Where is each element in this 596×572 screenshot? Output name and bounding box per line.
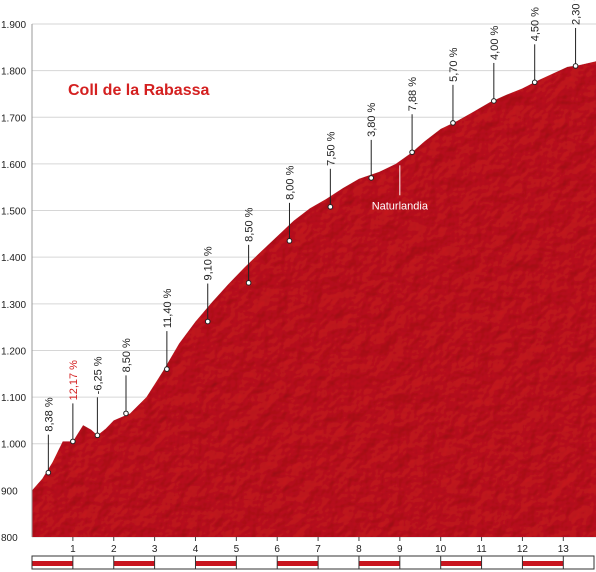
x-tick-label: 8 xyxy=(356,544,362,555)
x-tick-label: 4 xyxy=(193,544,199,555)
x-tick-label: 13 xyxy=(558,544,570,555)
x-tick-label: 6 xyxy=(274,544,280,555)
gradient-marker-dot xyxy=(368,175,375,181)
km-band-segment xyxy=(32,561,73,566)
km-band-segment xyxy=(440,561,482,566)
y-tick-label: 1.900 xyxy=(1,20,26,31)
gradient-label: 4,00 % xyxy=(489,25,501,59)
y-tick-label: 1.700 xyxy=(1,113,26,124)
x-tick-label: 7 xyxy=(315,544,321,555)
gradient-markers: 8,38 % 12,17 % -6,25 % 8,50 % 11,40 % 9,10 % 8… xyxy=(43,0,583,476)
x-tick-label: 9 xyxy=(397,544,403,555)
gradient-label: 5,70 % xyxy=(448,47,460,81)
km-band-segment xyxy=(358,561,400,566)
annotation-label: Naturlandia xyxy=(372,200,429,212)
profile-area xyxy=(32,61,596,538)
gradient-marker-dot xyxy=(531,79,538,86)
gradient-marker-dot xyxy=(204,318,211,325)
gradient-label: 8,38 % xyxy=(43,397,55,431)
y-tick-label: 1.100 xyxy=(1,393,26,404)
gradient-marker-dot xyxy=(572,63,579,69)
x-tick-label: 1 xyxy=(70,544,76,555)
profile-area-layer xyxy=(32,61,596,538)
y-tick-label: 900 xyxy=(1,486,18,497)
y-tick-label: 1.800 xyxy=(1,67,26,78)
gradient-marker-dot xyxy=(327,204,334,210)
x-tick-label: 12 xyxy=(517,544,529,555)
gradient-label: 9,10 % xyxy=(203,246,215,280)
km-band-segment xyxy=(195,561,237,566)
x-tick-label: 10 xyxy=(435,544,447,555)
gradient-marker-dot xyxy=(450,120,456,126)
axes: 800 900 1.000 1.100 1.200 1.300 1.400 1.500 1.60… xyxy=(1,20,595,570)
km-band-segment xyxy=(522,561,564,566)
y-tick-label: 1.300 xyxy=(1,300,26,311)
km-band-segment xyxy=(113,561,155,566)
x-tick-label: 5 xyxy=(234,544,240,555)
gradient-marker-dot xyxy=(286,238,293,244)
gradient-label: 8,50 % xyxy=(121,338,133,372)
gradient-label: 12,17 % xyxy=(68,360,80,401)
y-tick-label: 1.200 xyxy=(1,346,26,357)
gradient-label: 4,50 % xyxy=(530,7,542,41)
gradient-label: 3,80 % xyxy=(366,102,378,136)
y-tick-label: 1.500 xyxy=(1,207,26,218)
gradient-label: 8,00 % xyxy=(284,165,296,199)
gradient-marker-dot xyxy=(409,149,415,156)
x-tick-label: 11 xyxy=(476,544,487,555)
gradient-marker-dot xyxy=(70,438,76,445)
x-tick-label: 2 xyxy=(111,544,117,555)
y-tick-label: 800 xyxy=(1,533,18,544)
gradient-label: 11,40 % xyxy=(162,288,174,328)
gradient-marker-dot xyxy=(164,366,170,372)
gradient-label: 8,50 % xyxy=(244,207,256,241)
chart-title: Coll de la Rabassa xyxy=(68,82,209,99)
km-band-segment xyxy=(277,561,319,566)
gradient-marker-dot xyxy=(491,98,497,104)
y-tick-label: 1.000 xyxy=(1,440,26,451)
gradient-label: 2,30 % xyxy=(571,0,583,25)
gradient-marker-dot xyxy=(245,280,252,286)
gradient-label: 7,50 % xyxy=(325,131,337,165)
gradient-marker-dot xyxy=(94,432,101,439)
x-tick-label: 3 xyxy=(152,544,158,555)
y-tick-label: 1.400 xyxy=(1,253,26,264)
gradient-label: -6,25 % xyxy=(92,356,104,394)
gradient-marker-dot xyxy=(123,410,129,417)
gradient-marker-dot xyxy=(45,469,52,476)
y-tick-label: 1.600 xyxy=(1,160,26,171)
gradient-label: 7,88 % xyxy=(407,77,419,111)
